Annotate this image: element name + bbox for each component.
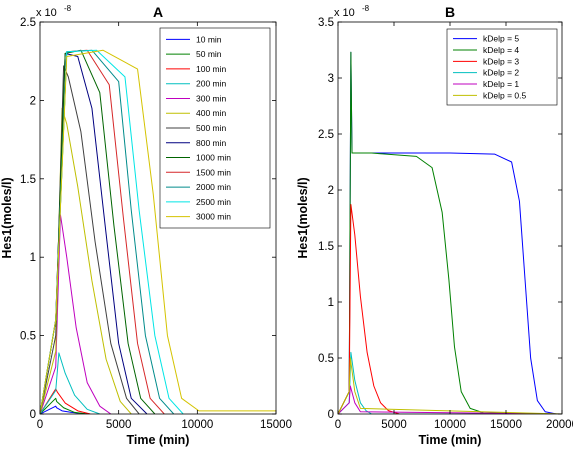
x-tick-label: 10000 xyxy=(434,419,466,431)
y-axis-label: Hes1(moles/l) xyxy=(0,177,14,258)
legend-entry-label: 800 min xyxy=(196,138,227,148)
x-tick-label: 5000 xyxy=(106,419,132,431)
y-tick-label: 0.5 xyxy=(318,353,334,365)
legend-entry-label: 50 min xyxy=(196,49,222,59)
series-line-500-min xyxy=(40,65,140,414)
legend-entry-label: 500 min xyxy=(196,123,227,133)
series-line-kdelp-1 xyxy=(338,385,562,414)
x-axis-label: Time (min) xyxy=(419,433,482,447)
y-tick-label: 2.5 xyxy=(318,129,334,141)
series-line-1000-min xyxy=(40,49,156,414)
legend-entry-label: kDelp = 3 xyxy=(483,56,519,66)
y-tick-label: 2 xyxy=(30,95,36,107)
legend-entry-label: 2500 min xyxy=(196,197,231,207)
panel-label: A xyxy=(153,4,163,20)
y-exponent-label: x 10 xyxy=(36,7,57,19)
y-tick-label: 3.5 xyxy=(318,17,334,29)
series-line-kdelp-5 xyxy=(338,51,562,414)
panel-label: B xyxy=(445,4,455,20)
legend-box xyxy=(446,28,558,106)
series-line-100-min xyxy=(40,388,91,414)
x-tick-label: 5000 xyxy=(381,419,407,431)
legend-entry-label: 3000 min xyxy=(196,212,231,222)
series-line-300-min xyxy=(40,214,112,414)
y-tick-label: 2 xyxy=(328,185,334,197)
y-exponent-power: -8 xyxy=(64,4,72,13)
legend-entry-label: 1000 min xyxy=(196,153,231,163)
y-tick-label: 0 xyxy=(328,409,334,421)
legend-entry-label: 300 min xyxy=(196,93,227,103)
series-line-200-min xyxy=(40,352,100,414)
series-line-kdelp-3 xyxy=(338,204,562,414)
x-axis-label: Time (min) xyxy=(127,433,190,447)
series-line-kdelp-0-5 xyxy=(338,357,562,414)
y-exponent-power: -8 xyxy=(362,4,370,13)
legend-entry-label: kDelp = 0.5 xyxy=(483,90,527,100)
legend-entry-label: kDelp = 5 xyxy=(483,34,519,44)
legend-entry-label: 2000 min xyxy=(196,182,231,192)
y-tick-label: 1 xyxy=(30,252,36,264)
y-exponent-label: x 10 xyxy=(334,7,355,19)
legend-entry-label: kDelp = 1 xyxy=(483,79,519,89)
y-tick-label: 1.5 xyxy=(318,241,334,253)
legend-entry-label: 1500 min xyxy=(196,167,231,177)
y-axis-label: Hes1(moles/l) xyxy=(296,177,310,258)
plot-frame xyxy=(39,21,277,415)
x-tick-label: 15000 xyxy=(260,419,292,431)
x-tick-label: 15000 xyxy=(490,419,522,431)
x-tick-label: 0 xyxy=(37,419,43,431)
legend-entry-label: 10 min xyxy=(196,34,222,44)
series-line-50-min xyxy=(40,397,88,414)
series-line-3000-min xyxy=(40,49,276,414)
x-tick-label: 10000 xyxy=(181,419,213,431)
series-line-kdelp-2 xyxy=(338,351,562,414)
legend: 10 min 50 min 100 min 200 min 300 min 400 min… xyxy=(159,27,271,229)
legend-entry-label: 400 min xyxy=(196,108,227,118)
y-tick-label: 0 xyxy=(30,409,36,421)
y-tick-label: 1 xyxy=(328,297,334,309)
panel-a: 0 5000 10000 15000 0 0.5 1 1.5 2 2.5x 10 -8 A Time (… xyxy=(0,4,292,447)
x-tick-label: 0 xyxy=(335,419,341,431)
y-tick-label: 1.5 xyxy=(20,174,36,186)
legend-entry-label: 200 min xyxy=(196,79,227,89)
legend-entry-label: kDelp = 2 xyxy=(483,68,519,78)
y-tick-label: 3 xyxy=(328,73,334,85)
y-tick-label: 0.5 xyxy=(20,331,36,343)
y-tick-label: 2.5 xyxy=(20,17,36,29)
legend-entry-label: 100 min xyxy=(196,64,227,74)
legend-entry-label: kDelp = 4 xyxy=(483,45,519,55)
series-line-kdelp-4 xyxy=(338,51,562,414)
